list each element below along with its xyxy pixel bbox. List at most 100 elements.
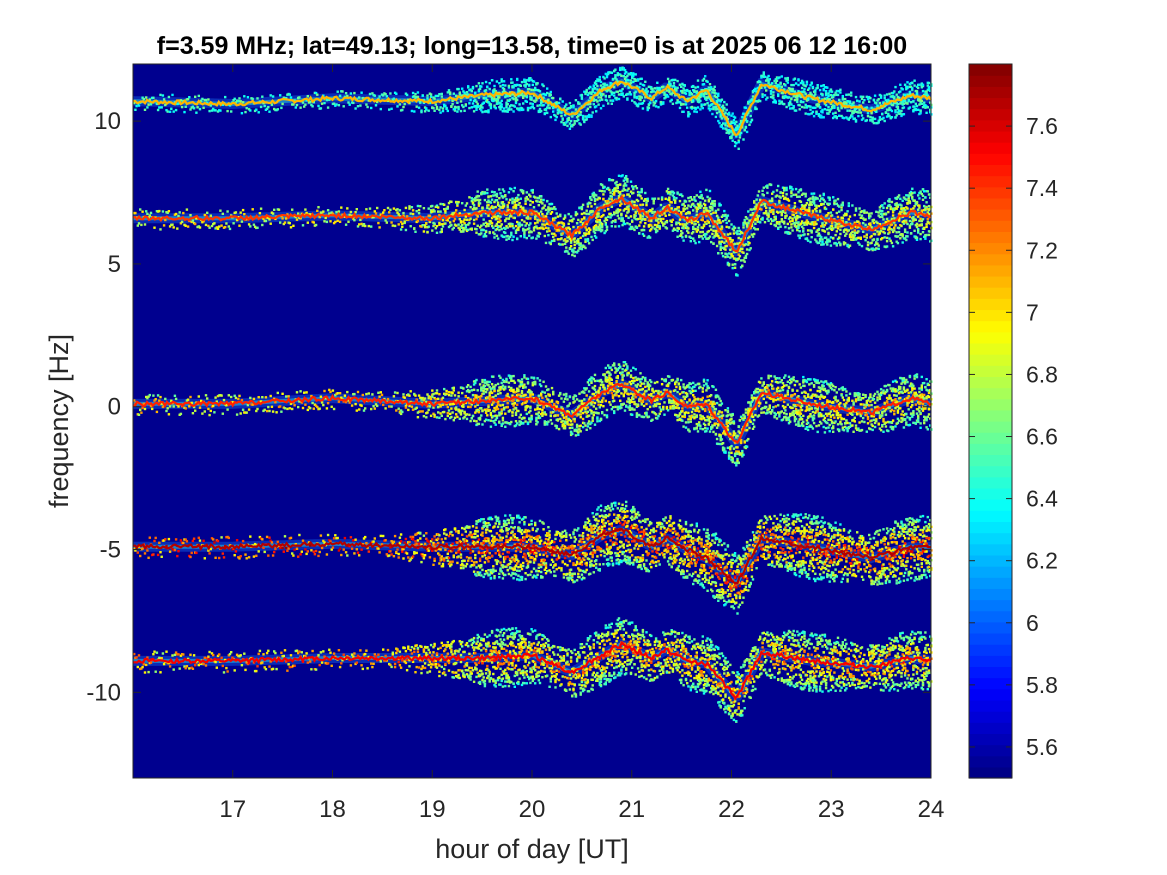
- trace-pixel: [586, 239, 590, 243]
- trace-pixel: [158, 106, 161, 109]
- trace-pixel: [900, 114, 903, 118]
- trace-pixel: [543, 223, 546, 227]
- trace-pixel: [632, 72, 635, 75]
- trace-pixel: [817, 228, 821, 231]
- trace-pixel: [237, 99, 240, 103]
- trace-pixel: [590, 92, 593, 96]
- trace-pixel: [663, 212, 666, 215]
- trace-pixel: [676, 229, 679, 233]
- trace-pixel: [596, 88, 599, 91]
- trace-pixel: [508, 98, 512, 101]
- trace-pixel: [766, 191, 769, 195]
- trace-pixel: [221, 412, 224, 415]
- trace-pixel: [869, 224, 872, 227]
- trace-pixel: [569, 119, 573, 123]
- trace-pixel: [495, 222, 499, 226]
- trace-pixel: [294, 106, 297, 109]
- trace-pixel: [341, 90, 344, 93]
- trace-pixel: [571, 253, 574, 257]
- trace-pixel: [674, 201, 677, 204]
- trace-pixel: [665, 89, 669, 92]
- trace-pixel: [538, 219, 542, 222]
- trace-pixel: [611, 199, 615, 203]
- trace-pixel: [396, 105, 399, 108]
- trace-pixel: [693, 110, 696, 113]
- trace-pixel: [569, 105, 573, 108]
- trace-pixel: [602, 93, 605, 96]
- trace-pixel: [755, 198, 758, 201]
- trace-pixel: [798, 104, 801, 107]
- trace-pixel: [498, 208, 501, 211]
- trace-pixel: [858, 108, 861, 112]
- trace-pixel: [338, 392, 342, 395]
- trace-pixel: [792, 207, 795, 210]
- trace-pixel: [540, 109, 543, 113]
- trace-pixel: [676, 86, 679, 89]
- trace-pixel: [707, 221, 710, 224]
- trace-pixel: [572, 217, 575, 221]
- trace-pixel: [540, 210, 543, 213]
- trace-pixel: [477, 82, 481, 85]
- trace-pixel: [702, 95, 706, 98]
- trace-pixel: [715, 107, 719, 111]
- trace-pixel: [744, 256, 748, 259]
- trace-pixel: [718, 121, 721, 125]
- trace-pixel: [486, 85, 489, 88]
- trace-pixel: [809, 91, 812, 94]
- trace-pixel: [842, 230, 846, 234]
- trace-pixel: [653, 210, 657, 214]
- trace-pixel: [646, 108, 649, 111]
- trace-pixel: [793, 205, 797, 208]
- trace-pixel: [863, 209, 866, 212]
- trace-pixel: [627, 205, 630, 208]
- trace-pixel: [297, 405, 300, 409]
- trace-pixel: [137, 222, 141, 225]
- trace-pixel: [516, 196, 519, 199]
- trace-pixel: [654, 216, 658, 220]
- trace-pixel: [192, 107, 196, 110]
- trace-pixel: [769, 183, 773, 187]
- trace-pixel: [160, 402, 163, 405]
- trace-pixel: [687, 114, 690, 118]
- trace-pixel: [506, 226, 509, 229]
- trace-pixel: [785, 105, 788, 109]
- trace-pixel: [598, 75, 601, 79]
- trace-pixel: [590, 205, 593, 208]
- trace-pixel: [571, 115, 574, 118]
- trace-pixel: [741, 264, 744, 268]
- trace-pixel: [553, 232, 556, 235]
- trace-pixel: [603, 203, 606, 206]
- trace-pixel: [518, 202, 521, 205]
- trace-pixel: [882, 206, 885, 209]
- trace-pixel: [893, 226, 896, 229]
- trace-pixel: [488, 82, 491, 85]
- trace-pixel: [314, 91, 318, 95]
- trace-pixel: [920, 223, 923, 226]
- trace-pixel: [461, 202, 464, 205]
- trace-pixel: [870, 234, 873, 238]
- trace-pixel: [590, 235, 593, 239]
- trace-pixel: [520, 80, 524, 84]
- trace-pixel: [829, 108, 833, 111]
- trace-pixel: [457, 107, 460, 111]
- trace-pixel: [225, 404, 228, 407]
- trace-pixel: [322, 210, 325, 213]
- trace-pixel: [481, 190, 484, 194]
- trace-pixel: [484, 100, 488, 103]
- trace-pixel: [896, 107, 900, 111]
- trace-pixel: [401, 222, 404, 225]
- trace-pixel: [927, 212, 931, 216]
- trace-pixel: [786, 81, 789, 84]
- trace-pixel: [568, 101, 572, 105]
- trace-pixel: [632, 186, 635, 189]
- trace-pixel: [646, 199, 649, 203]
- trace-pixel: [754, 228, 757, 231]
- trace-pixel: [488, 87, 491, 91]
- trace-pixel: [161, 94, 165, 97]
- trace-pixel: [524, 224, 527, 227]
- trace-pixel: [499, 225, 502, 228]
- trace-pixel: [816, 84, 819, 87]
- trace-pixel: [700, 92, 703, 95]
- trace-pixel: [827, 94, 830, 98]
- trace-pixel: [851, 115, 854, 118]
